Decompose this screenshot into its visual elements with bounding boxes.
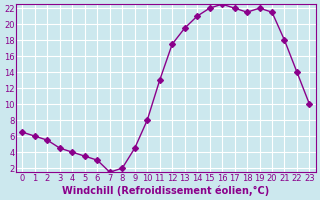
X-axis label: Windchill (Refroidissement éolien,°C): Windchill (Refroidissement éolien,°C) [62, 185, 269, 196]
